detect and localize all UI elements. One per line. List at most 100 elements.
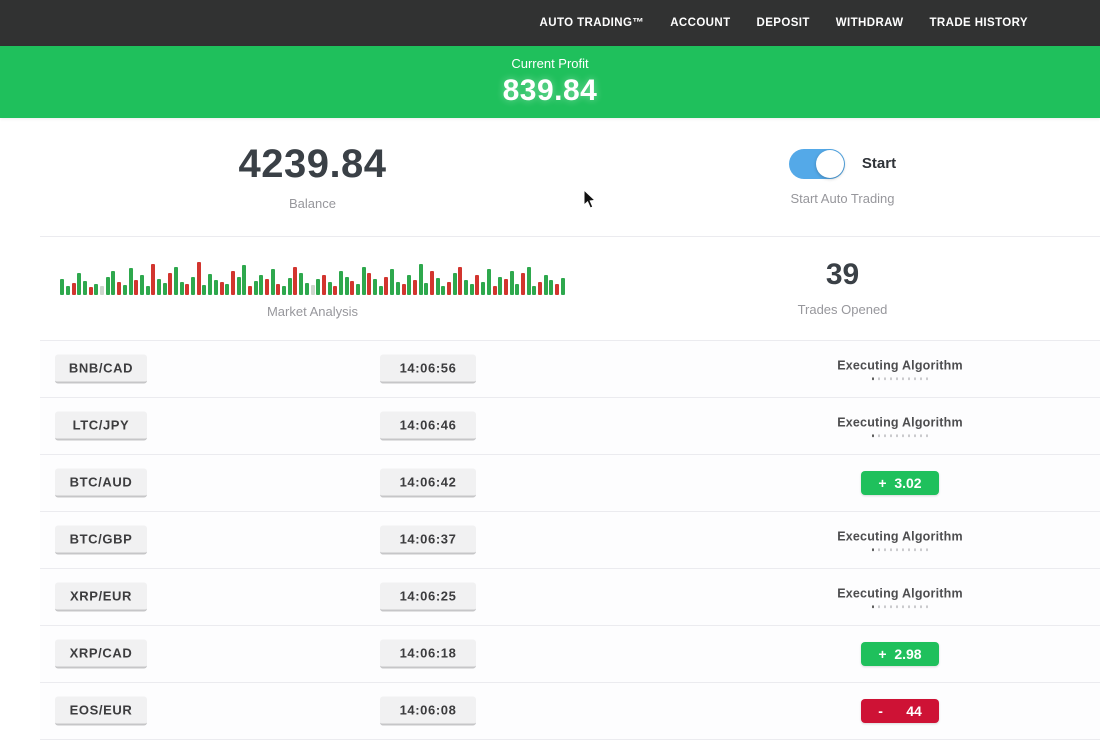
progress-dot bbox=[895, 377, 899, 380]
trades-opened-label: Trades Opened bbox=[797, 302, 888, 317]
progress-dot bbox=[877, 434, 881, 437]
nav-item-account[interactable]: ACCOUNT bbox=[670, 17, 731, 29]
trade-status: Executing Algorithm bbox=[785, 415, 1015, 437]
progress-dot bbox=[871, 548, 875, 551]
progress-dot bbox=[919, 605, 923, 608]
progress-dot bbox=[925, 548, 929, 551]
candlestick-bar bbox=[117, 281, 122, 295]
progress-dot bbox=[913, 434, 917, 437]
candlestick-bar bbox=[407, 274, 412, 295]
candlestick-bar bbox=[253, 280, 258, 295]
candlestick-bar bbox=[344, 276, 349, 295]
candlestick-bar bbox=[276, 283, 281, 295]
candlestick-bar bbox=[401, 283, 406, 295]
progress-dot bbox=[883, 377, 887, 380]
progress-dot bbox=[925, 434, 929, 437]
time-badge: 14:06:25 bbox=[380, 582, 476, 612]
candlestick-bar bbox=[498, 276, 503, 295]
candlestick-bar bbox=[447, 281, 451, 295]
candlestick-bar bbox=[100, 285, 105, 295]
candlestick-bar bbox=[356, 283, 360, 295]
pair-badge: BNB/CAD bbox=[55, 354, 147, 384]
progress-dot bbox=[919, 434, 923, 437]
progress-dot bbox=[901, 377, 905, 380]
candlestick-bar bbox=[293, 266, 298, 295]
candlestick-bar bbox=[458, 266, 463, 295]
table-row: XRP/EUR 14:06:25 Executing Algorithm bbox=[40, 569, 1100, 626]
progress-dot bbox=[907, 548, 911, 551]
progress-dot bbox=[913, 548, 917, 551]
candlestick-bar bbox=[350, 280, 355, 295]
candlestick-bar bbox=[384, 276, 389, 295]
nav-item-deposit[interactable]: DEPOSIT bbox=[756, 17, 810, 29]
progress-dot bbox=[901, 605, 905, 608]
progress-dot bbox=[889, 605, 893, 608]
candlestick-bar bbox=[77, 272, 82, 295]
table-row: XRP/CAD 14:06:18 + 2.98 bbox=[40, 626, 1100, 683]
progress-dots-loader bbox=[785, 434, 1015, 437]
progress-dot bbox=[871, 605, 875, 608]
time-badge: 14:06:18 bbox=[380, 639, 476, 669]
nav-item-trade-history[interactable]: TRADE HISTORY bbox=[929, 17, 1028, 29]
candlestick-bar bbox=[270, 268, 275, 295]
candlestick-bar bbox=[236, 276, 241, 295]
trade-status: Executing Algorithm bbox=[785, 529, 1015, 551]
pair-badge: EOS/EUR bbox=[55, 696, 147, 726]
candlestick-bar bbox=[174, 266, 178, 295]
candlestick-bar bbox=[185, 283, 190, 295]
nav-item-withdraw[interactable]: WITHDRAW bbox=[835, 17, 904, 29]
candlestick-bar bbox=[299, 272, 304, 295]
current-profit-label: Current Profit bbox=[511, 56, 589, 71]
progress-dot bbox=[907, 377, 911, 380]
executing-algorithm-label: Executing Algorithm bbox=[837, 415, 963, 430]
progress-dot bbox=[925, 377, 929, 380]
candlestick-bar bbox=[555, 283, 560, 295]
candlestick-bar bbox=[265, 278, 269, 295]
progress-dot bbox=[871, 377, 875, 380]
balance-value: 4239.84 bbox=[238, 141, 387, 186]
profit-badge: + 3.02 bbox=[861, 471, 939, 495]
candlestick-bar bbox=[310, 284, 315, 295]
progress-dot bbox=[901, 434, 905, 437]
candlestick-bar bbox=[509, 270, 514, 295]
pair-badge: XRP/EUR bbox=[55, 582, 147, 612]
progress-dot bbox=[877, 605, 881, 608]
candlestick-bar bbox=[515, 283, 520, 295]
candlestick-bar bbox=[213, 279, 218, 295]
candlestick-bar bbox=[526, 266, 531, 295]
market-analysis-chart bbox=[60, 259, 565, 295]
candlestick-bar bbox=[71, 282, 76, 295]
progress-dots-loader bbox=[785, 605, 1015, 608]
auto-trading-toggle[interactable] bbox=[788, 148, 845, 179]
candlestick-bar bbox=[441, 285, 446, 295]
candlestick-bar bbox=[543, 274, 548, 295]
candlestick-bar bbox=[65, 285, 70, 295]
candlestick-bar bbox=[560, 277, 565, 295]
progress-dot bbox=[907, 434, 911, 437]
progress-dot bbox=[883, 605, 887, 608]
time-badge: 14:06:46 bbox=[380, 411, 476, 441]
trades-table: BNB/CAD 14:06:56 Executing Algorithm LTC… bbox=[40, 341, 1100, 740]
candlestick-bar bbox=[469, 283, 474, 295]
candlestick-bar bbox=[435, 277, 440, 295]
table-row: LTC/JPY 14:06:46 Executing Algorithm bbox=[40, 398, 1100, 455]
candlestick-bar bbox=[105, 276, 110, 295]
candlestick-bar bbox=[327, 281, 332, 295]
progress-dots-loader bbox=[785, 548, 1015, 551]
candlestick-bar bbox=[549, 279, 554, 295]
executing-algorithm-label: Executing Algorithm bbox=[837, 358, 963, 373]
candlestick-bar bbox=[156, 278, 161, 295]
progress-dot bbox=[889, 434, 893, 437]
candlestick-bar bbox=[503, 278, 508, 295]
current-profit-banner: Current Profit 839.84 bbox=[0, 46, 1100, 118]
candlestick-bar bbox=[259, 274, 264, 295]
toggle-start-label: Start bbox=[861, 155, 897, 172]
trade-status: - 44 bbox=[785, 699, 1015, 723]
candlestick-bar bbox=[316, 278, 321, 295]
nav-item-auto-trading[interactable]: AUTO TRADING™ bbox=[539, 17, 645, 29]
candlestick-bar bbox=[378, 285, 383, 295]
candlestick-bar bbox=[486, 268, 491, 295]
candlestick-bar bbox=[139, 274, 144, 295]
progress-dot bbox=[913, 605, 917, 608]
table-row: BTC/GBP 14:06:37 Executing Algorithm bbox=[40, 512, 1100, 569]
